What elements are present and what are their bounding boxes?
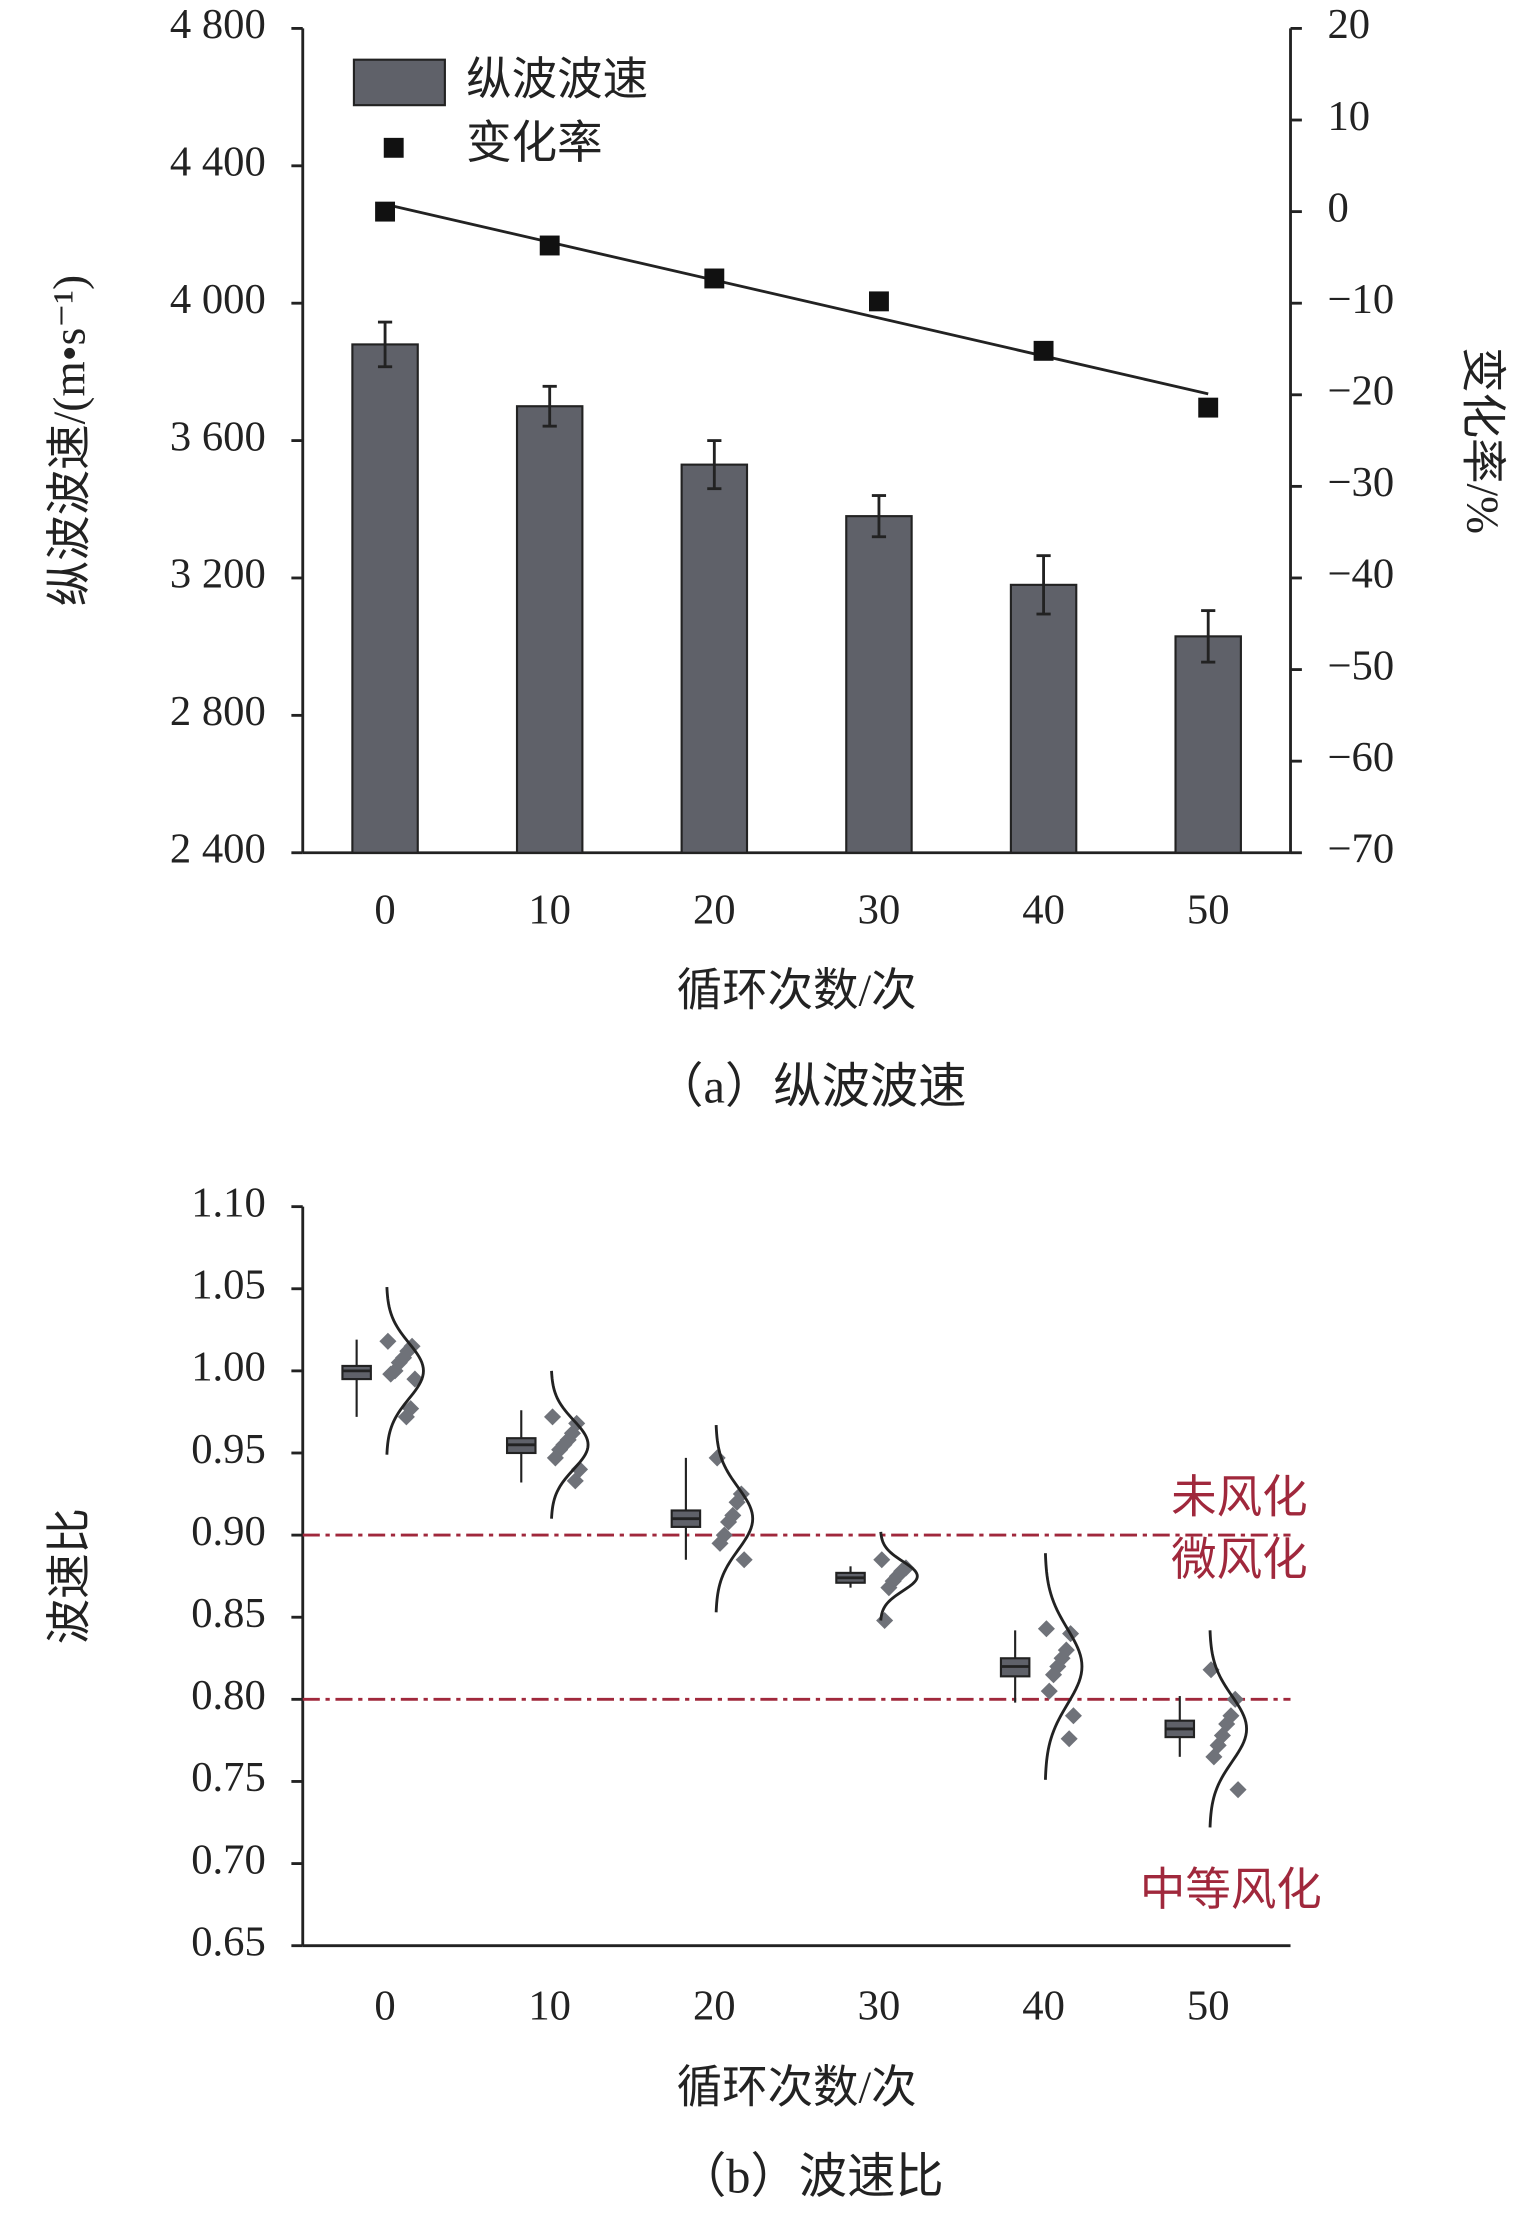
legend-marker	[383, 137, 404, 158]
y-tick-label: 0.90	[191, 1508, 266, 1555]
x-tick-label: 20	[693, 1982, 736, 2029]
y-tick-label: 3 600	[170, 413, 266, 460]
x-tick-label: 30	[858, 887, 901, 934]
y-tick-label: 1.00	[191, 1344, 266, 1391]
x-tick-label: 10	[528, 887, 571, 934]
fit-curve	[550, 1370, 590, 1519]
caption: （b）波速比	[678, 2151, 944, 2204]
y-tick-label: 1.05	[191, 1262, 266, 1309]
annotation: 微风化	[1171, 1534, 1307, 1585]
bar	[845, 515, 913, 854]
y2-tick-label: −50	[1327, 642, 1394, 689]
x-tick-label: 40	[1022, 887, 1065, 934]
legend-swatch	[352, 58, 446, 107]
marker	[539, 235, 560, 256]
bar	[515, 405, 584, 854]
y-tick-label: 1.10	[191, 1179, 266, 1226]
point	[876, 1611, 894, 1630]
point	[873, 1551, 891, 1569]
y-tick-label: 4 000	[170, 276, 266, 323]
fit-curve	[1043, 1553, 1084, 1780]
point	[735, 1551, 753, 1569]
legend-label: 变化率	[466, 117, 602, 168]
point	[546, 1449, 564, 1467]
x-tick-label: 50	[1187, 887, 1230, 934]
bar	[1174, 635, 1242, 854]
fit-curve	[1208, 1630, 1248, 1828]
marker	[704, 268, 725, 289]
fit-curve	[385, 1287, 425, 1455]
y-tick-label: 3 200	[170, 551, 266, 598]
bar	[680, 463, 749, 854]
y-tick-label: 0.80	[191, 1672, 266, 1719]
point	[566, 1472, 584, 1490]
box	[341, 1364, 372, 1381]
marker	[1033, 340, 1054, 361]
y-tick-label: 4 800	[170, 1, 266, 48]
marker	[1198, 397, 1219, 418]
y2-tick-label: −40	[1327, 551, 1394, 598]
x-tick-label: 0	[374, 1982, 395, 2029]
fit-curve	[714, 1425, 755, 1613]
y2-tick-label: 0	[1327, 184, 1348, 231]
y2-tick-label: 10	[1327, 93, 1370, 140]
x-axis-label: 循环次数/次	[677, 964, 917, 1015]
point	[1064, 1707, 1082, 1725]
y-tick-label: 0.65	[191, 1918, 266, 1965]
point	[728, 1493, 746, 1511]
point	[1205, 1748, 1223, 1766]
y2-tick-label: −60	[1327, 734, 1394, 781]
x-tick-label: 0	[374, 887, 395, 934]
annotation: 中等风化	[1140, 1864, 1322, 1915]
point	[1229, 1781, 1247, 1799]
y-tick-label: 0.95	[191, 1426, 266, 1473]
y2-tick-label: −30	[1327, 459, 1394, 506]
x-tick-label: 20	[693, 887, 736, 934]
y-tick-label: 2 800	[170, 688, 266, 735]
point	[1037, 1620, 1055, 1638]
trend-line	[384, 202, 1209, 396]
point	[544, 1408, 562, 1426]
x-tick-label: 40	[1022, 1982, 1065, 2029]
point	[379, 1332, 397, 1350]
x-tick-label: 30	[858, 1982, 901, 2029]
y2-tick-label: −20	[1327, 368, 1394, 415]
x-tick-label: 10	[528, 1982, 571, 2029]
marker	[869, 291, 889, 312]
point	[1060, 1730, 1078, 1748]
point	[720, 1513, 738, 1531]
y2-axis-label: 变化率/%	[1458, 347, 1509, 534]
point	[711, 1534, 729, 1552]
caption: （a）纵波波速	[655, 1061, 966, 1114]
annotation: 未风化	[1171, 1472, 1307, 1523]
y2-tick-label: −70	[1327, 826, 1394, 873]
point	[1040, 1682, 1058, 1700]
y-tick-label: 0.85	[191, 1590, 266, 1637]
bar	[351, 343, 419, 854]
point	[880, 1579, 898, 1597]
legend-label: 纵波波速	[466, 53, 648, 104]
point	[724, 1506, 742, 1524]
y-axis-label: 纵波波速/(m•s⁻¹)	[43, 275, 94, 606]
y-tick-label: 0.75	[191, 1754, 266, 1801]
x-axis-label: 循环次数/次	[677, 2062, 917, 2113]
fit-curve	[879, 1531, 919, 1621]
y-tick-label: 2 400	[170, 826, 266, 873]
y2-tick-label: 20	[1327, 1, 1370, 48]
y-tick-label: 4 400	[170, 139, 266, 186]
point	[397, 1408, 415, 1426]
bar	[1009, 583, 1078, 854]
y2-tick-label: −10	[1327, 276, 1394, 323]
y-axis-label: 波速比	[43, 1508, 94, 1644]
x-tick-label: 50	[1187, 1982, 1230, 2029]
y-tick-label: 0.70	[191, 1836, 266, 1883]
marker	[375, 201, 396, 222]
